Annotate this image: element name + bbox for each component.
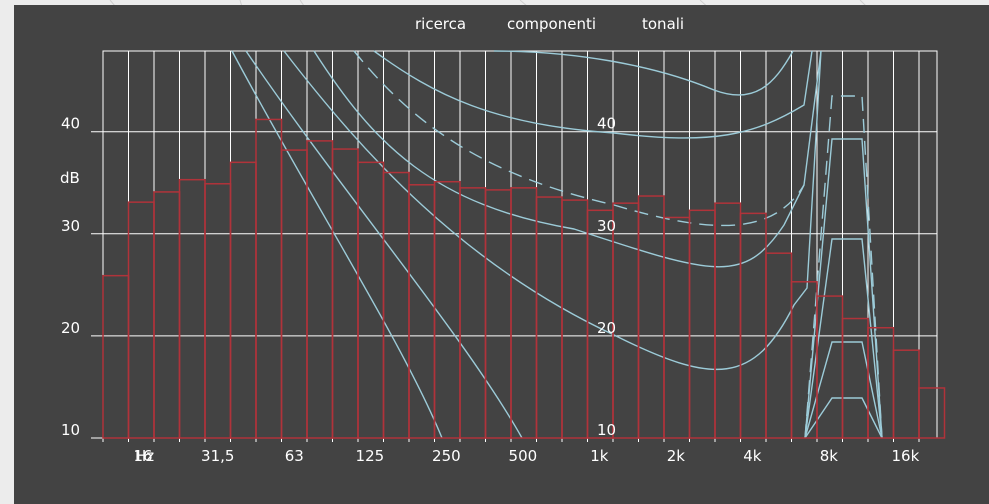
title-word-3: tonali	[642, 15, 684, 33]
tonal-component-chart: 10 20 30 40 16 31,5 63 125 250 500 1k 2k 4k 8k 16k 10…	[60, 15, 946, 465]
curve-labels: 10 20 30 40	[597, 115, 616, 439]
band-bar	[714, 202, 742, 439]
x-tick-label: 63	[285, 447, 304, 465]
title-word-2: componenti	[507, 15, 596, 33]
reference-curve	[283, 50, 822, 371]
curve-value-label: 30	[597, 217, 616, 235]
x-tick-label: 4k	[743, 447, 762, 465]
band-bar	[841, 317, 869, 439]
x-tick-label: 250	[432, 447, 461, 465]
y-tick-label: 20	[61, 319, 80, 337]
band-bar	[892, 349, 920, 439]
x-tick-label: 125	[356, 447, 385, 465]
curve-value-label: 40	[597, 115, 616, 133]
y-tick-label: 10	[61, 421, 80, 439]
x-tick-label: 16	[133, 447, 152, 465]
band-bar	[178, 178, 206, 439]
band-bar	[331, 148, 359, 439]
band-bar	[663, 216, 691, 439]
x-axis-labels: 16 31,5 63 125 250 500 1k 2k 4k 8k 16k	[133, 447, 919, 465]
x-tick-label: 2k	[667, 447, 686, 465]
band-bar	[918, 387, 946, 439]
reference-curve	[493, 50, 794, 96]
reference-curve-trapezoid	[804, 397, 883, 439]
band-bar	[484, 189, 512, 439]
band-bar	[561, 199, 589, 439]
y-axis-label: dB	[60, 169, 80, 187]
x-tick-label: 500	[509, 447, 538, 465]
reference-curve	[313, 50, 822, 268]
x-tick-label: 1k	[590, 447, 609, 465]
reference-curve	[231, 50, 443, 439]
plot-frame	[102, 50, 938, 439]
y-tick-label: 40	[61, 115, 80, 133]
band-bar	[306, 140, 334, 439]
reference-curve-trapezoid	[804, 238, 883, 439]
band-bar	[535, 196, 563, 439]
band-bar	[790, 281, 818, 439]
band-bar	[280, 149, 308, 439]
band-bar	[612, 202, 640, 439]
reference-curve	[353, 50, 805, 227]
y-tick-label: 30	[61, 217, 80, 235]
band-bar	[408, 184, 436, 439]
curve-value-label: 20	[597, 319, 616, 337]
reference-curves	[231, 50, 883, 439]
chart-panel: 10 20 30 40 16 31,5 63 125 250 500 1k 2k 4k 8k 16k 10…	[14, 5, 989, 504]
x-tick-label: 16k	[891, 447, 919, 465]
x-tick-label: 31,5	[201, 447, 234, 465]
reference-curve	[245, 50, 523, 439]
band-bar	[382, 171, 410, 439]
band-bar	[459, 187, 487, 439]
band-bar	[255, 118, 283, 439]
band-bar	[637, 195, 665, 439]
band-bar	[510, 187, 538, 439]
band-bar	[357, 161, 385, 439]
x-tick-label: 8k	[820, 447, 839, 465]
reference-curve-trapezoid	[804, 341, 883, 439]
reference-curve-trapezoid	[804, 95, 883, 439]
reference-curve	[373, 50, 813, 139]
band-bar	[153, 191, 181, 439]
band-bar	[688, 209, 716, 439]
y-axis-labels: 10 20 30 40	[61, 115, 80, 439]
band-bars	[102, 118, 946, 439]
band-bar	[765, 252, 793, 439]
band-bar	[127, 201, 155, 439]
x-axis-label: Hz	[135, 447, 154, 465]
band-bar	[739, 212, 767, 439]
title-word-1: ricerca	[415, 15, 466, 33]
band-bar	[229, 161, 257, 439]
curve-value-label: 10	[597, 421, 616, 439]
band-bar	[204, 183, 232, 439]
band-bar	[102, 274, 130, 439]
reference-curve-trapezoid	[804, 138, 883, 439]
